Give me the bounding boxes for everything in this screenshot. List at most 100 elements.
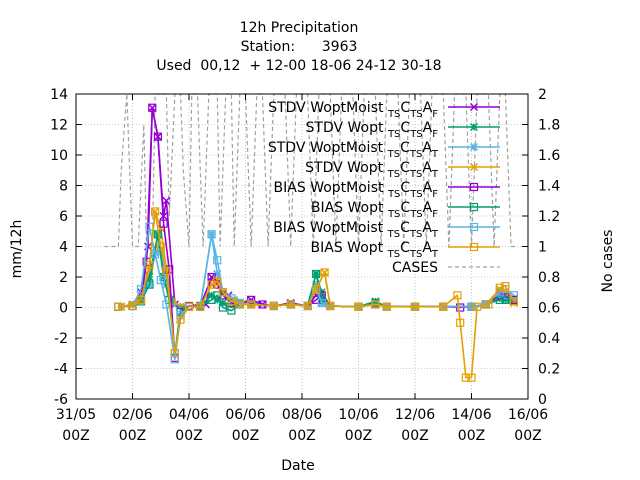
x-tick-label-hour: 00Z: [232, 428, 259, 444]
data-point: [453, 291, 462, 300]
x-tick-label-date: 31/05: [56, 407, 96, 423]
data-point: [495, 295, 504, 304]
legend-label-part: TS: [409, 189, 422, 200]
legend-label-part: A: [423, 120, 433, 136]
data-point: [382, 302, 391, 311]
tick-labels: -6 -4 -2 0 2 4 6 8 10 12 14 0 0.2 0.4 0.6 0.8 1 1.2 1.4 1.6…: [50, 87, 560, 444]
legend-entry-4: STDV Wopt TSCTSAT: [305, 160, 500, 180]
series-layer: [114, 103, 518, 382]
legend-label-part: TS: [387, 129, 400, 140]
x-axis-label: Date: [281, 458, 314, 474]
legend-label-part: T: [431, 169, 439, 180]
y-tick-label: 2: [59, 270, 68, 286]
data-point: [207, 295, 216, 304]
y2-tick-label: 0: [538, 392, 547, 408]
y-tick-label: 10: [50, 148, 68, 164]
data-point: [207, 230, 216, 239]
y2-tick-label: 0.2: [538, 362, 560, 378]
legend-label-part: STDV WoptMoist: [268, 100, 388, 116]
chart-title: 12h Precipitation: [240, 20, 359, 36]
data-point: [227, 297, 236, 306]
legend-entry-8: BIAS Wopt TSCTSAT: [311, 240, 500, 260]
legend-entry-6: BIAS Wopt TSCTSAF: [311, 200, 500, 220]
data-point: [136, 285, 146, 294]
legend-label-part: STDV Wopt: [306, 120, 388, 136]
legend-label-part: BIAS Wopt: [311, 240, 388, 256]
legend-label-part: A: [422, 220, 432, 236]
legend-label: BIAS Wopt TSCTSAT: [311, 240, 439, 260]
legend-entry-7: BIAS WoptMoist TSCTSAT: [273, 220, 500, 240]
x-tick-label-hour: 00Z: [401, 428, 428, 444]
legend-label-part: TS: [387, 109, 400, 120]
legend-label-part: A: [423, 180, 433, 196]
y2-tick-label: 0.6: [538, 301, 560, 317]
legend-entry-1: STDV WoptMoist TSCTSAF: [268, 100, 500, 120]
data-point: [303, 301, 312, 311]
legend-label: CASES: [392, 260, 438, 276]
data-point: [156, 242, 165, 251]
data-point: [151, 250, 160, 259]
data-point: [114, 302, 123, 311]
legend-entry-5: BIAS WoptMoist TSCTSAF: [274, 180, 500, 200]
y-tick-label: -4: [54, 362, 68, 378]
legend-label-part: C: [400, 220, 410, 236]
data-point: [495, 283, 504, 292]
data-point-stroke: [162, 196, 171, 205]
legend-label-part: TS: [387, 149, 400, 160]
legend-marker: [469, 162, 479, 172]
data-point: [354, 302, 363, 311]
data-point: [467, 373, 476, 382]
data-point: [213, 256, 222, 265]
legend-label-part: TS: [387, 229, 400, 240]
legend-label-part: C: [400, 100, 410, 116]
data-point: [247, 295, 256, 304]
y-tick-label: 14: [50, 87, 68, 103]
legend-label-part: TS: [387, 249, 400, 260]
legend-label-part: BIAS WoptMoist: [273, 220, 387, 236]
legend-marker: [469, 142, 479, 152]
x-tick-label-date: 14/06: [451, 407, 491, 423]
data-point: [456, 318, 465, 327]
legend-label-part: T: [431, 229, 439, 240]
legend-entry-2: STDV Wopt TSCTSAF: [306, 120, 500, 140]
data-point: [151, 207, 160, 216]
x-tick-label-hour: 00Z: [514, 428, 541, 444]
data-point: [196, 302, 205, 311]
legend-label: STDV WoptMoist TSCTSAT: [268, 140, 439, 160]
legend-label-part: TS: [387, 209, 400, 220]
data-point: [509, 297, 518, 306]
chart-subtitle-station: Station: 3963: [241, 39, 358, 55]
legend-label: BIAS WoptMoist TSCTSAF: [274, 180, 439, 200]
legend-label-part: TS: [387, 169, 400, 180]
data-point: [136, 295, 146, 304]
y2-tick-label: 1.8: [538, 118, 560, 134]
y-tick-label: 4: [59, 240, 68, 256]
legend-label-part: TS: [409, 209, 422, 220]
x-tick-label-hour: 00Z: [458, 428, 485, 444]
y-tick-label: 6: [59, 209, 68, 225]
legend-label-part: A: [422, 140, 432, 156]
data-point: [170, 355, 179, 364]
legend-label-part: C: [400, 120, 410, 136]
data-point: [501, 295, 510, 304]
legend-label-part: C: [400, 240, 410, 256]
legend-marker: [469, 242, 479, 252]
data-point: [145, 280, 154, 289]
x-tick-label-hour: 00Z: [288, 428, 315, 444]
data-point: [218, 303, 227, 312]
data-point: [317, 298, 326, 308]
data-point: [176, 315, 185, 324]
data-point: [159, 219, 168, 228]
x-tick-label-date: 16/06: [508, 407, 548, 423]
data-point: [170, 349, 179, 358]
x-tick-label-date: 04/06: [169, 407, 209, 423]
legend-marker: [469, 122, 479, 132]
chart-subtitle-used: Used 00,12 + 12-00 18-06 24-12 30-18: [156, 58, 441, 74]
data-point: [312, 285, 321, 294]
x-tick-label-hour: 00Z: [345, 428, 372, 444]
legend-label-part: A: [422, 240, 432, 256]
y2-tick-label: 1.4: [538, 179, 560, 195]
legend-label-part: STDV Wopt: [305, 160, 387, 176]
y-tick-label: 8: [59, 179, 68, 195]
